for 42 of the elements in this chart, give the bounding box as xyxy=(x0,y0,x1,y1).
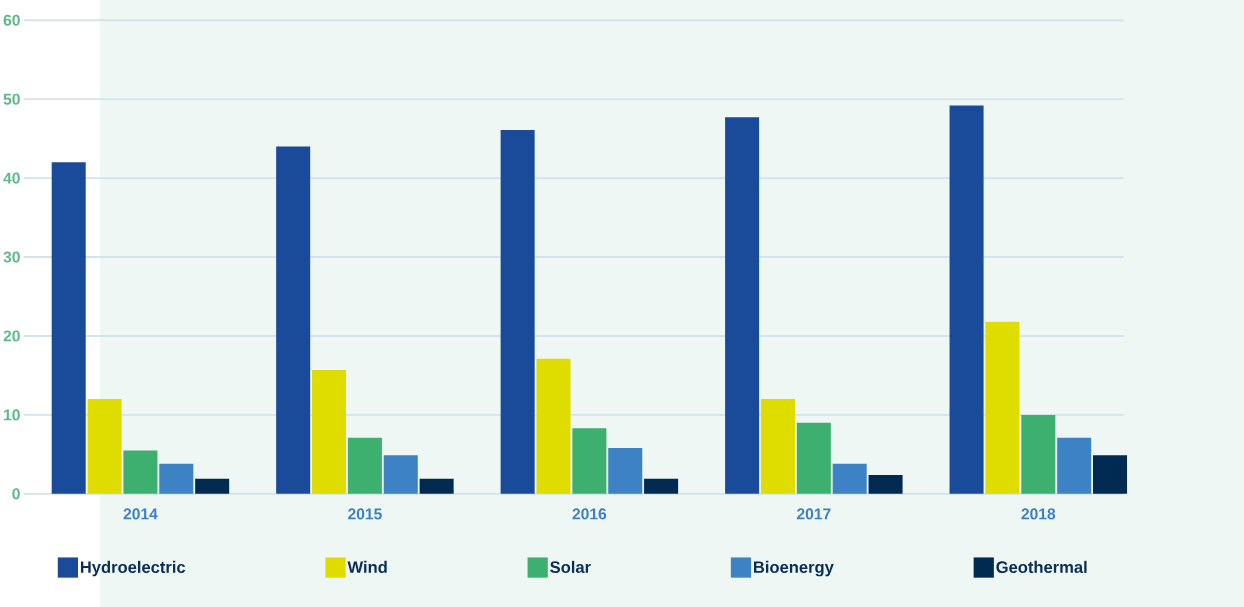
bar xyxy=(276,146,311,494)
bar xyxy=(347,437,382,494)
bar xyxy=(123,450,158,494)
bar xyxy=(832,463,867,494)
bar xyxy=(608,448,643,494)
bar xyxy=(760,399,795,494)
bar xyxy=(312,369,347,494)
y-tick-label: 0 xyxy=(12,488,20,500)
x-tick-label: 2017 xyxy=(796,508,831,520)
bar xyxy=(500,129,535,494)
bar xyxy=(159,463,194,494)
bar xyxy=(1057,437,1092,494)
bar xyxy=(195,478,230,494)
bar xyxy=(572,428,607,494)
bar xyxy=(87,399,122,494)
x-tick-label: 2016 xyxy=(572,508,607,520)
legend-label: Geothermal xyxy=(996,560,1087,574)
bar xyxy=(536,358,571,494)
bar xyxy=(383,455,418,494)
legend-label: Bioenergy xyxy=(754,560,834,577)
bar xyxy=(725,117,760,494)
legend-label: Wind xyxy=(347,560,387,574)
bar xyxy=(644,478,679,494)
y-tick-label: 30 xyxy=(3,251,20,263)
y-tick-label: 10 xyxy=(4,409,20,421)
bar xyxy=(1093,455,1128,494)
bar xyxy=(51,162,86,494)
bar xyxy=(796,422,831,494)
bar xyxy=(949,105,984,494)
bar xyxy=(1021,414,1056,494)
x-tick-label: 2018 xyxy=(1021,508,1056,520)
bar xyxy=(419,478,454,494)
x-tick-label: 2015 xyxy=(348,508,382,520)
y-tick-label: 50 xyxy=(3,93,20,105)
bar xyxy=(985,321,1020,494)
legend-label: Solar xyxy=(550,560,591,574)
x-tick-label: 2014 xyxy=(123,508,158,520)
legend-label: Hydroelectric xyxy=(80,560,186,577)
y-tick-label: 20 xyxy=(3,330,20,342)
bar xyxy=(868,474,903,494)
y-tick-label: 60 xyxy=(3,14,20,26)
y-tick-label: 40 xyxy=(3,172,20,184)
